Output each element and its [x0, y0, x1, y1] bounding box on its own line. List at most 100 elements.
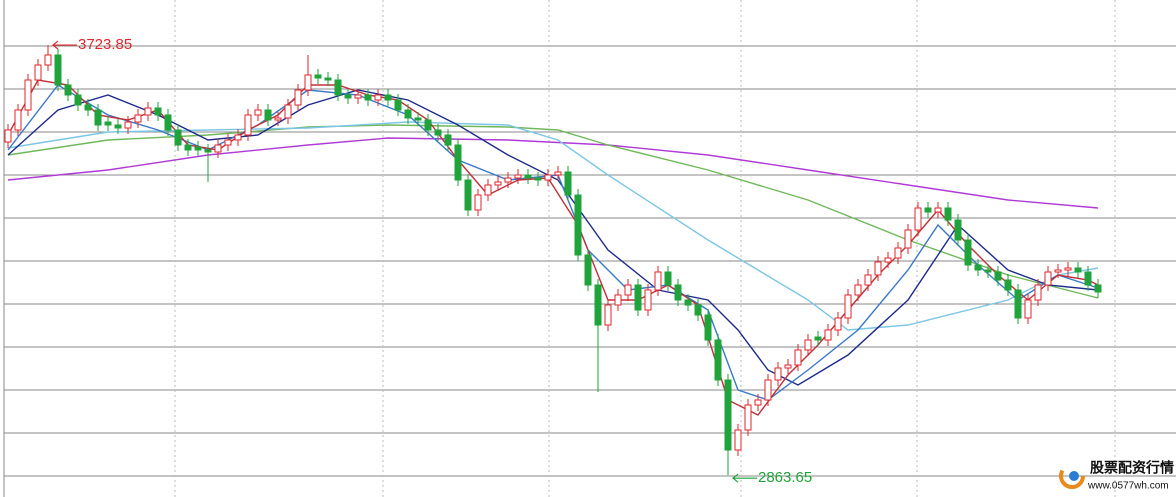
moving-averages: [7, 79, 1099, 416]
candle-body: [564, 171, 572, 196]
candle-body: [844, 294, 852, 319]
candle-body: [64, 84, 72, 96]
candle-body: [774, 367, 782, 381]
candle-body: [144, 107, 152, 116]
candle-body: [1004, 279, 1012, 291]
candle-body: [264, 109, 272, 121]
candle-body: [584, 254, 592, 286]
candle-body: [744, 404, 752, 431]
candle-body: [634, 284, 642, 311]
candle-body: [944, 207, 952, 221]
candle-body: [54, 54, 62, 86]
candle-body: [1084, 271, 1092, 286]
candle-body: [354, 94, 362, 99]
annotation-arrow: [732, 473, 757, 483]
candle-body: [1044, 271, 1052, 286]
candle-body: [794, 349, 802, 366]
candle-body: [4, 129, 12, 143]
candle-body: [694, 304, 702, 316]
candle-body: [44, 54, 52, 66]
candle-body: [1054, 269, 1062, 273]
candle-body: [644, 289, 652, 311]
candle-body: [934, 207, 942, 213]
candle-body: [334, 79, 342, 96]
candle-body: [204, 149, 212, 153]
candle-body: [184, 144, 192, 151]
candle-body: [14, 109, 22, 131]
candle-body: [724, 379, 732, 451]
candle-body: [134, 114, 142, 123]
candle-body: [914, 207, 922, 231]
candle-body: [254, 109, 262, 116]
candle-body: [124, 121, 132, 129]
candle-body: [484, 184, 492, 196]
candle-body: [684, 299, 692, 306]
candle-body: [664, 271, 672, 286]
candle-body: [284, 104, 292, 119]
candle-body: [304, 74, 312, 91]
logo: [1059, 463, 1085, 489]
candle-body: [494, 181, 502, 186]
candle-body: [344, 94, 352, 99]
candle-body: [804, 339, 812, 351]
candle-body: [594, 284, 602, 326]
candle-body: [614, 294, 622, 306]
candle-body: [424, 119, 432, 131]
candle-body: [884, 257, 892, 263]
candle-body: [784, 364, 792, 369]
candle-body: [754, 399, 762, 406]
candle-body: [244, 114, 252, 136]
candle-body: [1034, 284, 1042, 301]
candle-body: [834, 317, 842, 331]
watermark-title: 股票配资行情: [1090, 460, 1174, 476]
candle-body: [114, 124, 122, 129]
candle-body: [704, 314, 712, 341]
candle-body: [294, 89, 302, 106]
candle-body: [474, 194, 482, 211]
candle-body: [224, 139, 232, 146]
candle-body: [894, 247, 902, 259]
candle-body: [574, 194, 582, 256]
candle-body: [384, 94, 392, 101]
candle-body: [154, 107, 162, 116]
candle-body: [374, 94, 382, 101]
candle-body: [84, 104, 92, 111]
candles: [4, 45, 1102, 476]
candle-body: [814, 336, 822, 341]
candle-body: [464, 179, 472, 211]
candle-body: [74, 94, 82, 106]
candle-body: [94, 109, 102, 126]
candle-body: [164, 114, 172, 131]
candle-body: [444, 134, 452, 146]
candle-body: [524, 174, 532, 179]
candle-body: [1014, 289, 1022, 319]
grid: [3, 0, 1176, 497]
annotation-arrow: [52, 40, 77, 50]
candle-body: [454, 144, 462, 181]
candle-body: [194, 146, 202, 151]
candle-body: [1094, 284, 1102, 293]
candle-body: [314, 74, 322, 79]
annotation-label: 2863.65: [758, 469, 812, 486]
candle-body: [514, 174, 522, 179]
candle-body: [984, 269, 992, 273]
candle-body: [654, 271, 662, 291]
candle-body: [964, 239, 972, 266]
candle-body: [854, 284, 862, 296]
candle-body: [534, 177, 542, 181]
candle-body: [1074, 267, 1082, 273]
candle-body: [904, 229, 912, 249]
candle-body: [674, 284, 682, 301]
candle-body: [504, 177, 512, 183]
candle-body: [994, 271, 1002, 281]
candle-body: [924, 207, 932, 213]
candle-body: [404, 109, 412, 119]
ma-line: [7, 89, 1099, 386]
watermark: 股票配资行情 www.0577wh.com: [1059, 460, 1174, 492]
candle-body: [604, 304, 612, 326]
candle-body: [544, 174, 552, 181]
candle-body: [874, 261, 882, 276]
candle-body: [864, 274, 872, 286]
candle-body: [974, 264, 982, 271]
